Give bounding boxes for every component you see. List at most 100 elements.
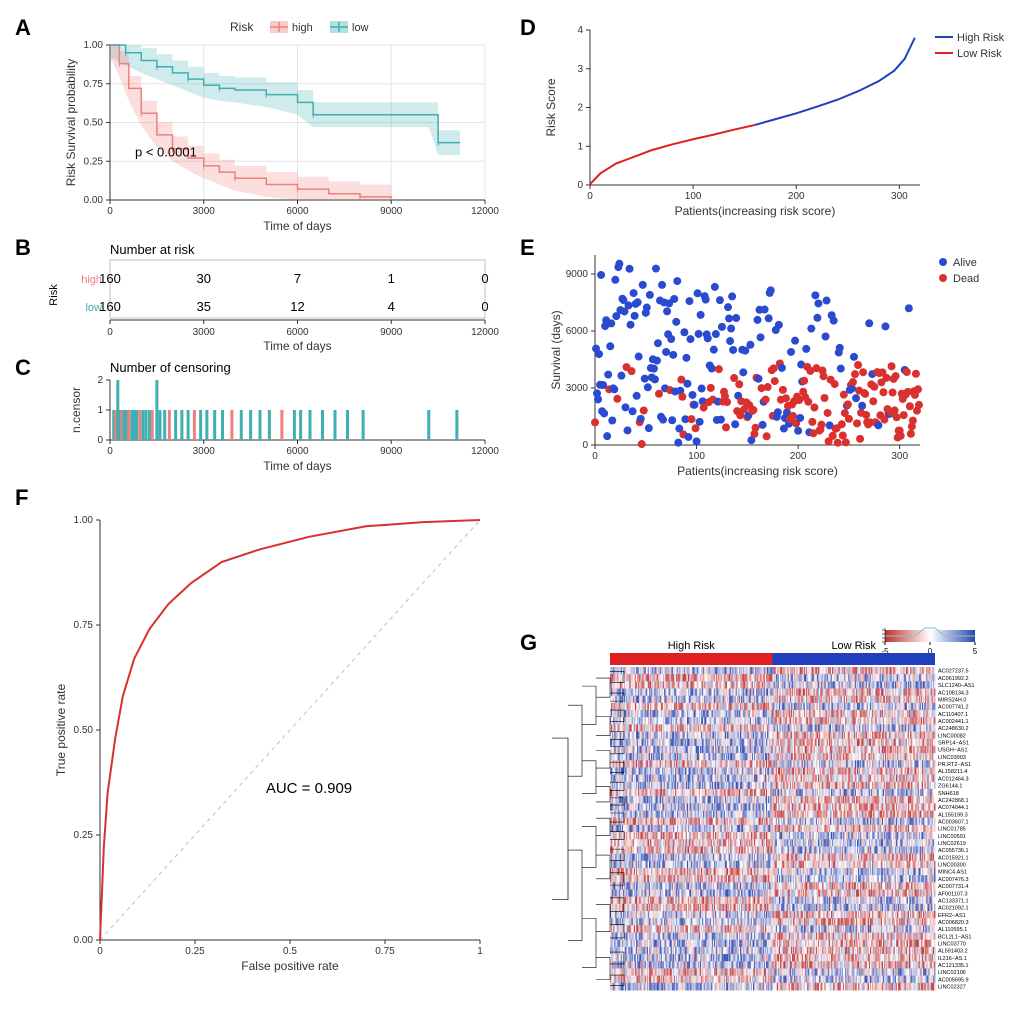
svg-text:3000: 3000: [566, 383, 589, 394]
svg-text:1: 1: [97, 405, 103, 416]
svg-text:Dead: Dead: [953, 273, 979, 285]
svg-text:0.75: 0.75: [375, 946, 395, 957]
svg-text:9000: 9000: [380, 446, 403, 457]
svg-text:Number at risk: Number at risk: [110, 242, 195, 257]
svg-text:12000: 12000: [471, 446, 499, 457]
svg-text:AC061992.2: AC061992.2: [938, 676, 969, 682]
svg-text:0: 0: [582, 440, 588, 451]
svg-text:6000: 6000: [286, 206, 309, 217]
svg-text:Risk: Risk: [48, 284, 60, 306]
svg-text:Survival (days): Survival (days): [549, 310, 563, 389]
svg-text:Low Risk: Low Risk: [957, 48, 1002, 60]
svg-text:Time of days: Time of days: [263, 219, 331, 233]
svg-text:30: 30: [197, 271, 211, 286]
svg-text:6000: 6000: [286, 446, 309, 457]
svg-text:160: 160: [99, 271, 121, 286]
svg-text:0.50: 0.50: [84, 118, 104, 129]
svg-text:Risk Survival probability: Risk Survival probability: [64, 59, 78, 186]
svg-text:low: low: [352, 22, 369, 34]
svg-text:PR.RT2−AS1: PR.RT2−AS1: [938, 762, 971, 768]
panel-label-A: A: [15, 15, 31, 41]
svg-text:USGH−AS1: USGH−AS1: [938, 748, 968, 754]
svg-text:9000: 9000: [380, 206, 403, 217]
svg-text:AC027237.5: AC027237.5: [938, 669, 969, 675]
svg-text:n.censor: n.censor: [69, 387, 83, 433]
svg-text:0: 0: [97, 946, 103, 957]
panel-C-censor: Number of censoring030006000900012000012…: [45, 360, 515, 485]
svg-text:6000: 6000: [566, 326, 589, 337]
svg-text:12: 12: [290, 299, 304, 314]
svg-text:4: 4: [388, 299, 395, 314]
svg-text:35: 35: [197, 299, 211, 314]
panel-G-heatmap: -505High RiskLow RiskAC027237.5AC061992.…: [550, 625, 1005, 995]
panel-F-roc: 0 0.25 0.5 0.75 1 0.00 0.25 0.50 0.75 1.00 False p…: [40, 500, 520, 990]
svg-text:Patients(increasing risk score: Patients(increasing risk score): [675, 204, 836, 218]
svg-text:1: 1: [577, 141, 583, 152]
panel-A-km: 0 3000 6000 9000 12000 0.00 0.25 0.50 0.75 1.00 Ti…: [45, 15, 515, 240]
svg-text:3000: 3000: [193, 446, 216, 457]
svg-text:2: 2: [577, 103, 583, 114]
panel-label-D: D: [520, 15, 536, 41]
svg-text:0.00: 0.00: [74, 935, 94, 946]
svg-text:Risk Score: Risk Score: [544, 78, 558, 136]
svg-text:0: 0: [107, 327, 113, 338]
svg-text:1.00: 1.00: [74, 515, 94, 526]
svg-text:0.50: 0.50: [74, 725, 94, 736]
svg-text:12000: 12000: [471, 327, 499, 338]
svg-text:MIRS24H.0: MIRS24H.0: [938, 697, 966, 703]
svg-text:Patients(increasing risk score: Patients(increasing risk score): [677, 464, 838, 478]
svg-text:0.75: 0.75: [84, 79, 104, 90]
svg-text:AC110407.1: AC110407.1: [938, 712, 968, 718]
svg-text:300: 300: [891, 191, 908, 202]
svg-text:High Risk: High Risk: [957, 32, 1005, 44]
svg-text:7: 7: [294, 271, 301, 286]
panel-label-C: C: [15, 355, 31, 381]
svg-text:0.00: 0.00: [84, 195, 104, 206]
svg-text:3: 3: [577, 64, 583, 75]
svg-text:p < 0.0001: p < 0.0001: [135, 145, 197, 160]
panel-label-E: E: [520, 235, 535, 261]
panel-label-G: G: [520, 630, 537, 656]
svg-text:AUC = 0.909: AUC = 0.909: [266, 780, 352, 797]
svg-text:0: 0: [107, 206, 113, 217]
svg-text:12000: 12000: [471, 206, 499, 217]
svg-text:True positive rate: True positive rate: [54, 684, 68, 777]
svg-text:1.00: 1.00: [84, 40, 104, 51]
svg-text:0.25: 0.25: [84, 156, 104, 167]
svg-text:200: 200: [790, 451, 807, 462]
panel-E-survival-scatter: 01002003000300060009000Patients(increasi…: [535, 240, 1005, 485]
svg-text:high: high: [292, 22, 313, 34]
svg-text:6000: 6000: [286, 327, 309, 338]
svg-text:9000: 9000: [380, 327, 403, 338]
svg-text:SRP14−AS1: SRP14−AS1: [938, 741, 969, 747]
svg-text:False positive rate: False positive rate: [241, 959, 339, 973]
svg-text:AC002441.1: AC002441.1: [938, 719, 969, 725]
svg-text:200: 200: [788, 191, 805, 202]
svg-text:0.25: 0.25: [74, 830, 94, 841]
figure-multipanel: A B C D E F G 0300060009000120000.000.25…: [15, 15, 1005, 995]
svg-text:100: 100: [685, 191, 702, 202]
svg-text:0.5: 0.5: [283, 946, 297, 957]
svg-text:AC248630.2: AC248630.2: [938, 726, 969, 732]
svg-text:LINC00082: LINC00082: [938, 733, 966, 739]
svg-text:0: 0: [97, 435, 103, 446]
svg-text:Low Risk: Low Risk: [831, 640, 876, 652]
svg-text:0.75: 0.75: [74, 620, 94, 631]
panel-D-riskscore: 010020030001234Patients(increasing risk …: [535, 15, 1005, 225]
svg-text:0: 0: [481, 271, 488, 286]
svg-text:3000: 3000: [193, 206, 216, 217]
svg-text:AC108134.3: AC108134.3: [938, 690, 969, 696]
svg-text:5: 5: [973, 647, 978, 656]
svg-text:2: 2: [97, 375, 103, 386]
svg-text:Time of days: Time of days: [263, 459, 331, 473]
svg-text:0: 0: [592, 451, 598, 462]
svg-text:160: 160: [99, 299, 121, 314]
svg-text:Alive: Alive: [953, 257, 977, 269]
svg-text:0: 0: [577, 180, 583, 191]
svg-text:1: 1: [477, 946, 483, 957]
svg-text:SLC1240−AS1: SLC1240−AS1: [938, 683, 975, 689]
svg-text:0: 0: [587, 191, 593, 202]
svg-text:0.25: 0.25: [185, 946, 205, 957]
svg-text:300: 300: [891, 451, 908, 462]
svg-text:100: 100: [688, 451, 705, 462]
